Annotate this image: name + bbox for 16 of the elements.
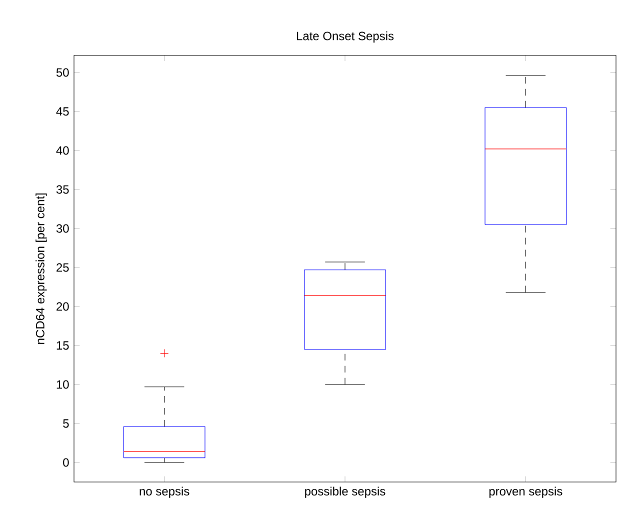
y-tick-label: 20 — [56, 302, 69, 311]
x-tick-label: proven sepsis — [489, 486, 562, 498]
y-tick-label: 25 — [56, 263, 69, 272]
y-tick-label: 0 — [63, 458, 69, 467]
y-axis-title: nCD64 expression [per cent] — [36, 194, 47, 344]
y-tick-label: 45 — [56, 107, 69, 116]
y-tick-label: 10 — [56, 380, 69, 389]
y-tick-label: 40 — [56, 146, 69, 155]
x-tick-label: possible sepsis — [305, 486, 386, 498]
y-tick-label: 30 — [56, 224, 69, 233]
y-tick-label: 50 — [56, 68, 69, 77]
chart-title: Late Onset Sepsis — [296, 31, 394, 43]
y-tick-label: 5 — [63, 419, 69, 428]
y-tick-label: 15 — [56, 341, 69, 350]
y-tick-label: 35 — [56, 185, 69, 194]
x-tick-label: no sepsis — [140, 486, 190, 498]
